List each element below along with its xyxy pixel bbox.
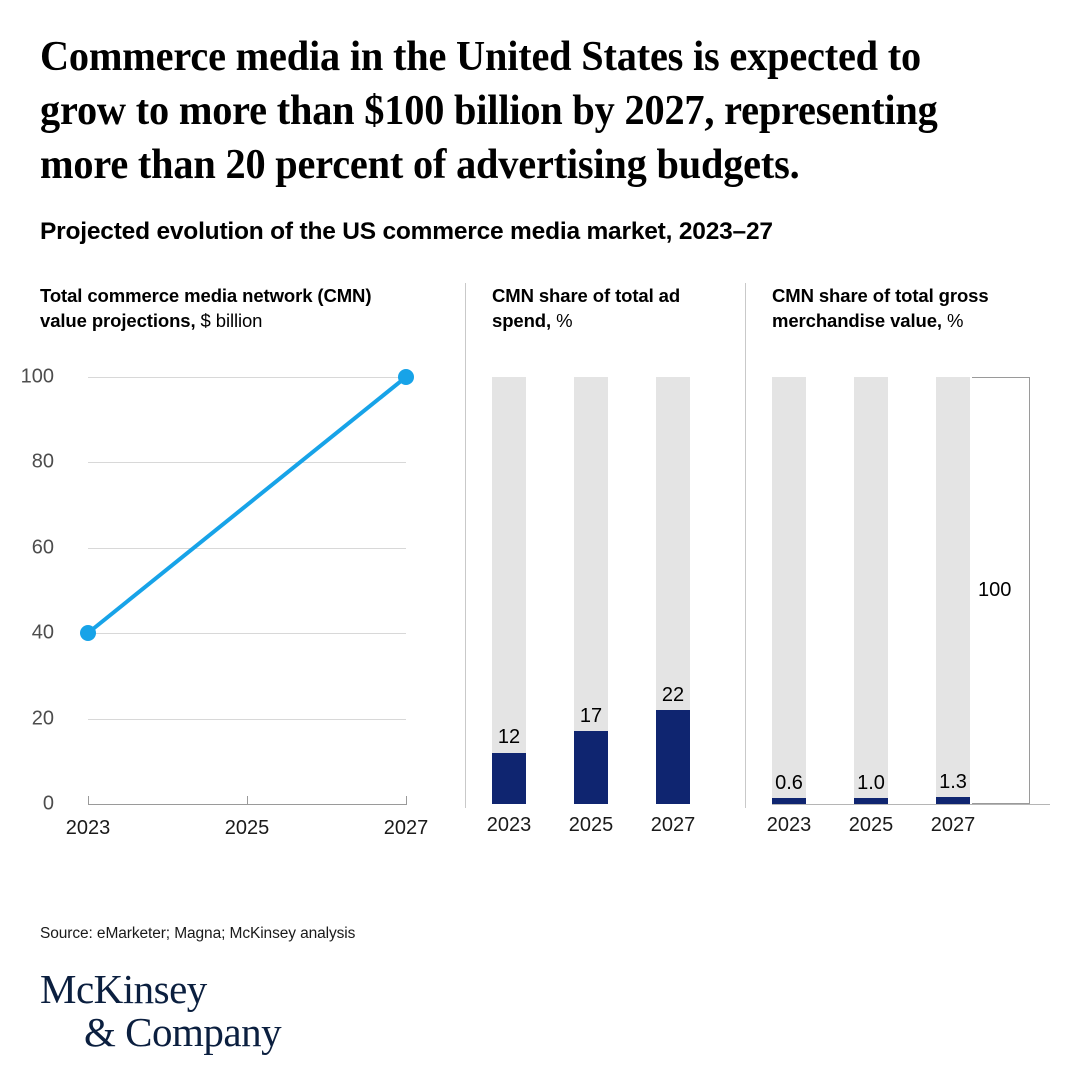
panel-divider-2: [745, 283, 746, 808]
panel-2-title-unit: %: [551, 310, 573, 331]
gmv-bar-value-2023: 0.6: [775, 772, 803, 794]
x-tick-label-2027: 2027: [383, 817, 429, 839]
data-point-2023: [80, 625, 96, 641]
panel-3-title: CMN share of total gross merchandise val…: [772, 283, 1032, 333]
mckinsey-logo-line-1: McKinsey: [40, 966, 207, 1012]
mckinsey-logo: McKinsey & Company: [40, 966, 282, 1055]
y-tick-label-60: 60: [31, 536, 54, 559]
panel-1-title: Total commerce media network (CMN) value…: [40, 283, 380, 333]
panel-divider-1: [465, 283, 466, 808]
gmv-bar-group-2025: 1.0 2025: [849, 377, 893, 836]
gmv-bar-fill-2025[interactable]: [854, 798, 888, 804]
panel-3-title-unit: %: [941, 310, 964, 331]
source-note: Source: eMarketer; Magna; McKinsey analy…: [40, 925, 356, 942]
bar-fill-2023[interactable]: [492, 752, 526, 804]
gridline-40: [88, 633, 406, 634]
gridline-100: [88, 377, 406, 378]
bar-value-2025: 17: [579, 705, 603, 727]
gmv-baseline-axis: [772, 804, 1050, 805]
subtitle: Projected evolution of the US commerce m…: [40, 218, 773, 245]
data-point-2027: [398, 369, 414, 385]
panel-1-title-bold: Total commerce media network (CMN) value…: [40, 285, 372, 331]
gmv-bar-xlabel-2027: 2027: [930, 814, 976, 836]
gmv-bar-track-2023: [772, 377, 806, 804]
bar-group-2025: 17 2025: [569, 377, 613, 836]
gmv-bar-group-2023: 0.6 2023: [767, 377, 811, 836]
gmv-bar-value-2027: 1.3: [939, 771, 967, 793]
y-tick-label-20: 20: [31, 707, 54, 730]
gmv-bar-track-2025: [854, 377, 888, 804]
ad-spend-bars-plot-area: 12 2023 17 2025 22 2027: [487, 377, 742, 836]
x-tick-label-2023: 2023: [65, 817, 111, 839]
gmv-bar-track-2027: [936, 377, 970, 804]
bar-fill-2027[interactable]: [656, 710, 690, 804]
y-tick-label-80: 80: [31, 450, 54, 473]
mckinsey-logo-line-2: & Company: [84, 1009, 282, 1055]
gridline-60: [88, 548, 406, 549]
line-series-svg: [80, 369, 414, 641]
panel-1-title-unit: $ billion: [195, 310, 263, 331]
bar-xlabel-2023: 2023: [486, 814, 532, 836]
line-series-segment-2023-2027: [88, 377, 406, 633]
bar-value-2027: 22: [661, 684, 685, 706]
gridline-20: [88, 719, 406, 720]
bar-group-2023: 12 2023: [487, 377, 531, 836]
gmv-bar-fill-2023[interactable]: [772, 798, 806, 804]
x-tick-label-2025: 2025: [224, 817, 270, 839]
headline: Commerce media in the United States is e…: [40, 34, 938, 188]
line-chart-plot-area: 100 80 60 40 20 0 2023 2025 2027: [21, 366, 429, 840]
bar-group-2027: 22 2027: [651, 377, 695, 836]
bar-xlabel-2027: 2027: [650, 814, 696, 836]
gridline-80: [88, 462, 406, 463]
gmv-bar-xlabel-2023: 2023: [766, 814, 812, 836]
x-tick-2023: [88, 796, 89, 805]
gmv-bars-plot-area: 0.6 2023 1.0 2025 1.3 2027: [767, 377, 1050, 836]
bar-xlabel-2025: 2025: [568, 814, 614, 836]
bar-value-2023: 12: [497, 726, 521, 748]
total-100-bracket: [972, 377, 1030, 804]
bar-track-2023: [492, 377, 526, 804]
gmv-bar-fill-2027[interactable]: [936, 797, 970, 804]
total-100-bracket-label: 100: [978, 579, 1012, 601]
gmv-bar-group-2027: 1.3 2027: [931, 377, 975, 836]
gmv-bar-value-2025: 1.0: [857, 772, 885, 794]
panel-2-title-bold: CMN share of total ad spend,: [492, 285, 681, 331]
y-tick-label-40: 40: [31, 621, 54, 644]
x-tick-2027: [406, 796, 407, 805]
panel-3-title-bold: CMN share of total gross merchandise val…: [772, 285, 989, 331]
gmv-bar-xlabel-2025: 2025: [848, 814, 894, 836]
y-tick-label-100: 100: [20, 365, 54, 388]
x-tick-2025: [247, 796, 248, 805]
panel-2-title: CMN share of total ad spend, %: [492, 283, 712, 333]
bar-fill-2025[interactable]: [574, 731, 608, 804]
y-tick-label-0: 0: [42, 792, 54, 815]
